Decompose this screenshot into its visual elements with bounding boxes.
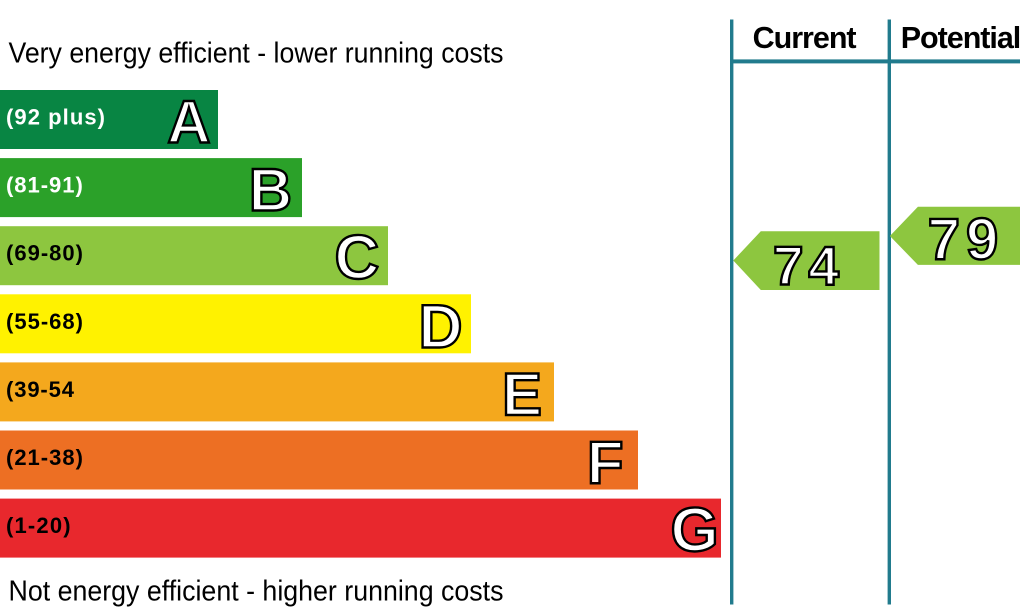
svg-text:A: A — [167, 89, 210, 156]
svg-text:(55-68): (55-68) — [6, 309, 83, 334]
svg-text:(69-80): (69-80) — [6, 241, 83, 266]
svg-text:Very energy efficient - lower: Very energy efficient - lower running co… — [9, 38, 504, 70]
svg-text:(81-91): (81-91) — [6, 173, 83, 198]
svg-text:(1-20): (1-20) — [6, 513, 71, 538]
svg-text:Current: Current — [753, 21, 857, 55]
svg-text:B: B — [249, 157, 292, 224]
svg-text:Not energy efficient - higher: Not energy efficient - higher running co… — [9, 576, 504, 608]
svg-text:(21-38): (21-38) — [6, 445, 83, 470]
svg-text:E: E — [502, 361, 542, 428]
svg-text:F: F — [587, 429, 624, 496]
svg-text:(92 plus): (92 plus) — [6, 105, 105, 130]
svg-text:Potential: Potential — [901, 21, 1020, 55]
svg-text:G: G — [670, 496, 718, 565]
svg-text:D: D — [418, 292, 462, 360]
svg-text:(39-54: (39-54 — [6, 377, 75, 402]
svg-text:C: C — [335, 224, 380, 293]
